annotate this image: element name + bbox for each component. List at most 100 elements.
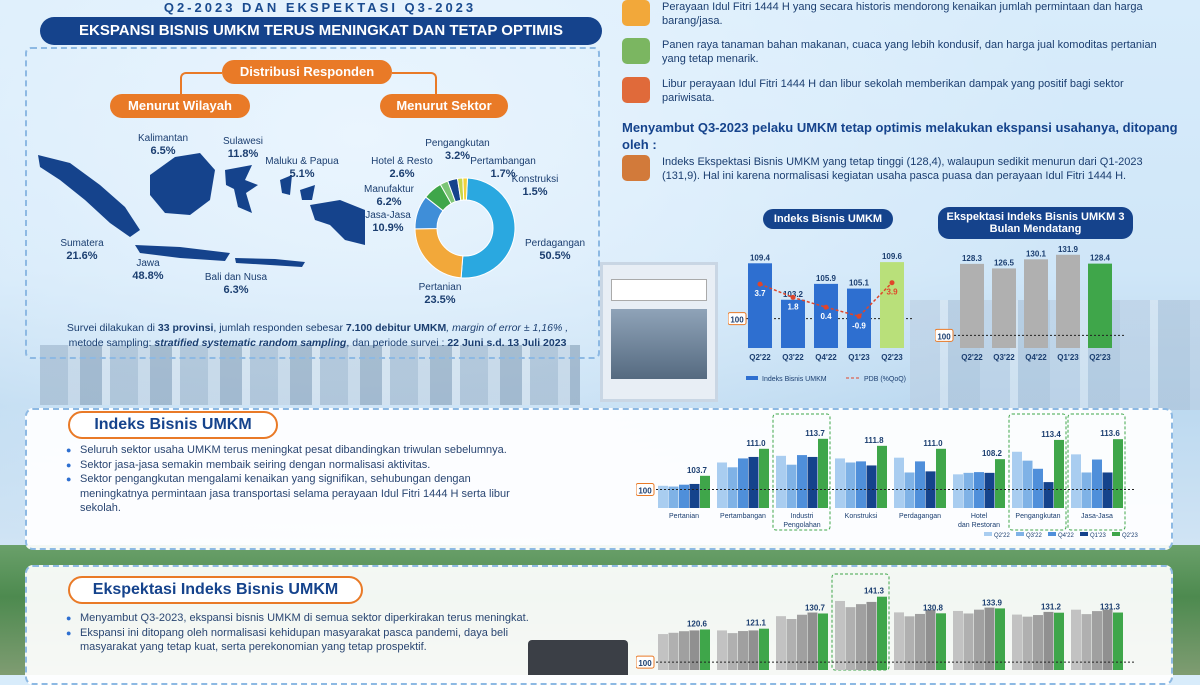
kiosk-illustration	[528, 640, 628, 675]
eibu-quarterly-chart: 128.3 Q2'22 126.5 Q3'22 130.1 Q4'22 131.9 Q1'23…	[935, 245, 1125, 362]
chart-sector-eibu-bar-3-4	[877, 596, 887, 670]
chart-sector-ibu-cat-7-0: Jasa-Jasa	[1081, 513, 1113, 520]
map-sulawesi	[225, 165, 258, 213]
chart-sector-eibu-bar-2-1	[786, 619, 797, 670]
chart-sector-eibu-bar-3-2	[856, 604, 866, 670]
chart-sector-ibu-bar-2-1	[786, 464, 797, 508]
chart-sector-ibu-bar-0-0	[658, 485, 668, 508]
chart-sector-ibu-legend-swatch-3	[1080, 532, 1088, 536]
chart-sector-ibu-legend-swatch-2	[1048, 532, 1056, 536]
chart-sector-eibu-bar-7-0	[1071, 609, 1081, 670]
chart-sector-eibu-bar-2-4	[818, 613, 828, 670]
store-sign	[611, 279, 707, 301]
ibu-cat-label-3: Q1'23	[848, 353, 870, 362]
ibu-section-title: Indeks Bisnis UMKM	[68, 411, 278, 439]
ibu-bar-label-1: 103.2	[783, 290, 804, 299]
chart-sector-ibu-bar-5-1	[963, 472, 974, 508]
eibu-bar-label-1: 126.5	[994, 258, 1015, 267]
legend-ibu-text: Indeks Bisnis UMKM	[762, 376, 827, 383]
ibu-cat-label-0: Q2'22	[749, 353, 771, 362]
chart-sector-eibu-bar-2-3	[807, 612, 818, 670]
chart-sector-eibu-bar-6-2	[1033, 615, 1043, 670]
chart-sector-eibu-bar-0-2	[679, 631, 689, 670]
chart-sector-ibu-bar-7-4	[1113, 439, 1123, 508]
chart-sector-ibu-legend-swatch-4	[1112, 532, 1120, 536]
chart-sector-ibu-label-7: 113.6	[1100, 429, 1120, 438]
chart-sector-ibu-label-5: 108.2	[982, 449, 1003, 458]
ibu-bar-label-2: 105.9	[816, 274, 837, 283]
chart-sector-ibu-ref-badge	[636, 483, 655, 496]
map-label-sulawesi: Sulawesi 11.8%	[222, 136, 264, 160]
eibu-bullets: Menyambut Q3-2023, ekspansi bisnis UMKM …	[66, 611, 536, 655]
sector-label-pengangkutan: Pengangkutan 3.2%	[425, 138, 490, 162]
pdb-point-0	[757, 281, 763, 287]
legend-pdb-text: PDB (%QoQ)	[864, 376, 906, 383]
chart-sector-eibu-bar-0-0	[658, 634, 668, 670]
chart-sector-eibu-bar-1-4	[759, 628, 769, 670]
pdb-label-2: 0.4	[820, 312, 832, 321]
chart-sector-ibu-bar-2-0	[776, 455, 786, 508]
chart-sector-ibu-highlight-2	[772, 413, 831, 531]
ibu-cat-label-2: Q4'22	[815, 353, 837, 362]
chart-sector-eibu-ref-label: 100	[638, 659, 652, 668]
chart-sector-ibu-label-3: 111.8	[864, 436, 884, 445]
ibu-ref-label: 100	[730, 316, 744, 325]
map-papua	[310, 200, 365, 245]
eibu-cat-label-4: Q2'23	[1089, 353, 1111, 362]
outlook-heading: Menyambut Q3-2023 pelaku UMKM tetap opti…	[622, 120, 1178, 152]
chart-sector-ibu-bar-4-1	[904, 472, 915, 508]
chart-sector-ibu-cat-5-1: dan Restoran	[958, 522, 1000, 529]
ibu-bar-0	[748, 263, 772, 348]
pdb-label-4: 3.9	[886, 288, 898, 297]
chart-sector-eibu-bar-0-1	[668, 632, 679, 670]
chart-sector-ibu-label-0: 103.7	[687, 466, 708, 475]
chart-sector-eibu-bar-4-0	[894, 612, 904, 670]
eibu-bar-4	[1088, 263, 1112, 348]
chart-sector-ibu-cat-6-0: Pengangkutan	[1015, 513, 1060, 520]
eibu-bar-label-4: 128.4	[1090, 254, 1111, 263]
chart-sector-eibu-bar-5-3	[984, 607, 995, 670]
ibu-bar-label-0: 109.4	[750, 253, 771, 262]
eibu-section-title: Ekspektasi Indeks Bisnis UMKM	[68, 576, 363, 604]
chart-sector-eibu-bar-5-2	[974, 609, 984, 670]
background-city-right	[910, 300, 1200, 410]
chart-sector-eibu-bar-1-1	[727, 633, 738, 670]
chart-sector-ibu-legend-swatch-0	[984, 532, 992, 536]
map-maluku	[280, 175, 315, 200]
eibu-bar-label-3: 131.9	[1058, 245, 1079, 254]
chart-sector-eibu-ref-badge	[636, 655, 655, 669]
background-city-left	[40, 345, 580, 405]
sector-label-perdagangan: Perdagangan 50.5%	[524, 238, 586, 262]
donut-slice-konstruksi	[462, 177, 469, 201]
chart-sector-eibu-label-7: 131.3	[1100, 603, 1121, 612]
chart-sector-eibu-bar-2-0	[776, 616, 786, 670]
chart-sector-ibu-bar-0-4	[700, 475, 710, 508]
chart-sector-ibu-cat-1-0: Pertambangan	[720, 513, 766, 520]
chart-sector-ibu-legend-swatch-1	[1016, 532, 1024, 536]
chart-sector-ibu-bar-7-2	[1092, 459, 1102, 508]
ibu-quarterly-chart: 100 109.4 Q2'22 103.2 Q3'22 105.9 Q4'22 105.1 Q1…	[728, 252, 913, 383]
chart-sector-ibu-bar-4-0	[894, 457, 904, 508]
chart-sector-ibu-label-2: 113.7	[805, 429, 825, 438]
chart-sector-eibu-label-6: 131.2	[1041, 603, 1062, 612]
chart-sector-ibu-bar-2-2	[797, 455, 807, 508]
chart-sector-ibu-bar-1-2	[738, 458, 748, 508]
chart-sector-ibu-legend-text-1: Q3'22	[1026, 533, 1042, 539]
chart-sector-ibu-bar-5-2	[974, 472, 984, 508]
connector-right	[392, 72, 437, 94]
chart-sector-eibu-bar-6-1	[1022, 616, 1033, 670]
chart-sector-ibu-bar-2-3	[807, 456, 818, 508]
chart-sector-eibu-label-4: 130.8	[923, 603, 944, 612]
donut-slice-perdagangan	[460, 177, 516, 279]
eibu-bullet-1: Menyambut Q3-2023, ekspansi bisnis UMKM …	[66, 611, 536, 626]
eibu-bar-1	[992, 268, 1016, 348]
chart-sector-ibu-label-1: 111.0	[746, 439, 766, 448]
harvest-icon	[622, 38, 650, 64]
chart-sector-ibu-label-4: 111.0	[923, 439, 943, 448]
ibu-bar-label-4: 109.6	[882, 252, 903, 261]
chart-sector-ibu-bar-5-4	[995, 459, 1005, 508]
ibu-chart-title: Indeks Bisnis UMKM	[763, 209, 893, 229]
chart-sector-eibu-bar-3-3	[866, 601, 877, 670]
chart-sector-ibu-bar-0-1	[668, 486, 679, 508]
pdb-label-0: 3.7	[754, 289, 766, 298]
